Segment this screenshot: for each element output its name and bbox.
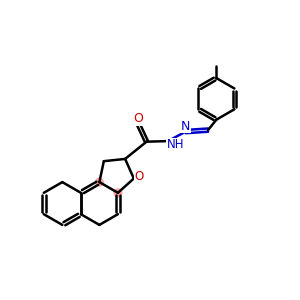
Circle shape [114, 189, 122, 197]
Text: N: N [181, 120, 190, 133]
Circle shape [95, 178, 103, 186]
Text: O: O [133, 112, 143, 125]
Text: O: O [134, 170, 144, 184]
Text: NH: NH [167, 139, 184, 152]
